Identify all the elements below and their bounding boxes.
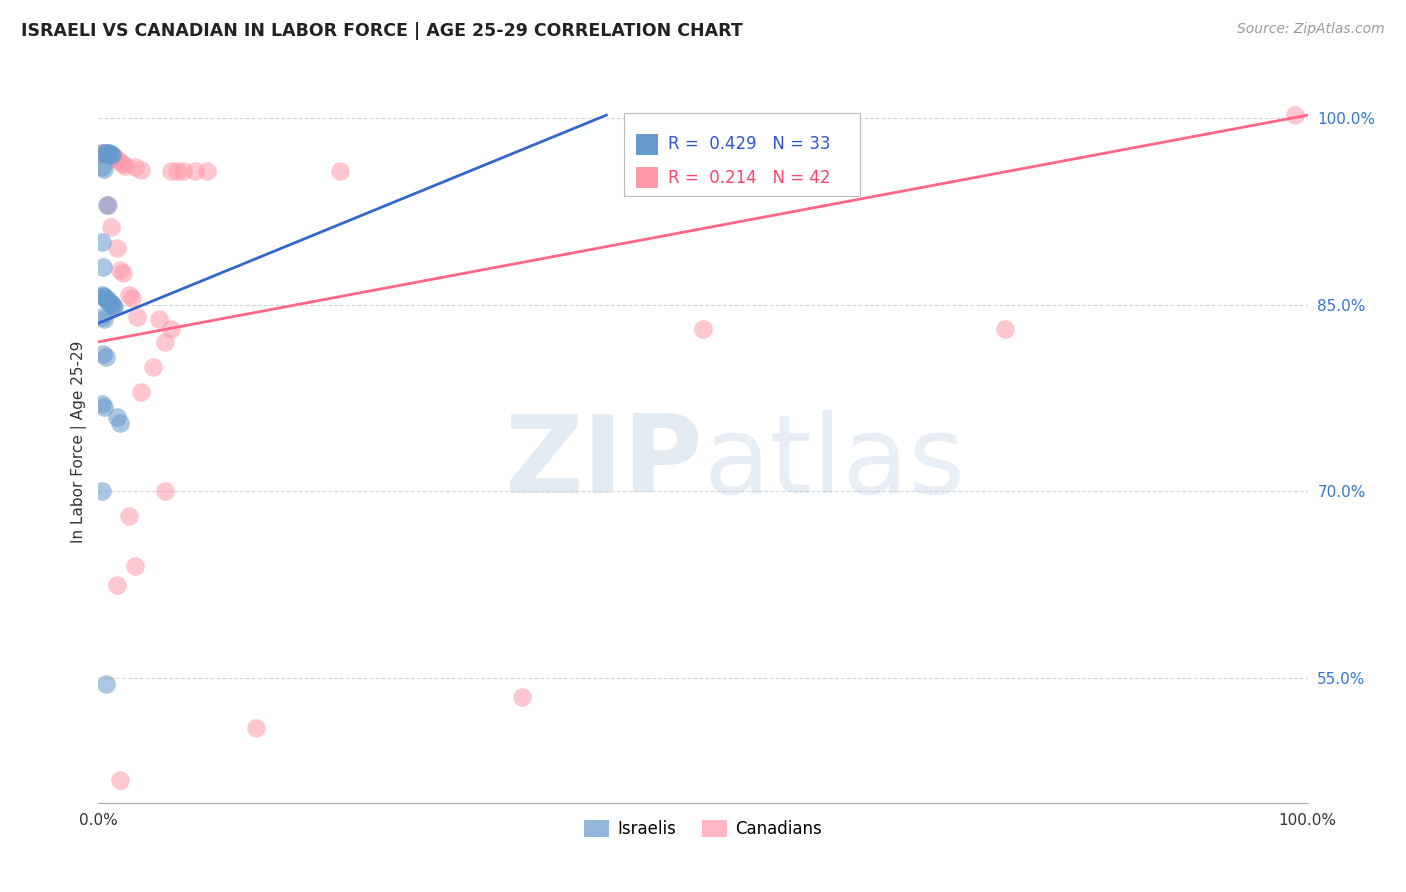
Point: [94, 350, 117, 364]
Point: [93, 400, 115, 414]
Point: [108, 416, 131, 430]
Point: [91, 287, 114, 301]
Point: [108, 773, 131, 788]
Point: [93, 312, 115, 326]
Y-axis label: In Labor Force | Age 25-29: In Labor Force | Age 25-29: [72, 341, 87, 542]
Point: [98, 145, 121, 160]
Point: [100, 146, 122, 161]
Point: [91, 289, 114, 303]
Point: [93, 161, 115, 176]
Point: [96, 198, 118, 212]
Point: [91, 145, 114, 160]
Point: [153, 484, 176, 499]
Point: [91, 161, 114, 175]
Point: [96, 293, 118, 307]
Point: [124, 559, 146, 574]
Point: [97, 146, 120, 161]
Point: [108, 262, 131, 277]
Point: [94, 145, 117, 160]
Bar: [637, 134, 658, 155]
Point: [93, 145, 115, 160]
Point: [111, 157, 134, 171]
Point: [166, 164, 188, 178]
Point: [245, 721, 267, 735]
Point: [100, 296, 122, 310]
Point: [124, 161, 146, 175]
Point: [94, 291, 117, 305]
Point: [96, 146, 118, 161]
Legend: Israelis, Canadians: Israelis, Canadians: [578, 814, 828, 845]
Point: [105, 409, 128, 424]
Point: [97, 145, 120, 160]
Point: [129, 384, 152, 399]
Point: [94, 677, 117, 691]
Point: [107, 153, 129, 167]
Point: [994, 322, 1017, 336]
Point: [1284, 108, 1306, 122]
Point: [91, 397, 114, 411]
Point: [91, 235, 114, 250]
Point: [160, 164, 183, 178]
Point: [103, 300, 125, 314]
Point: [105, 578, 128, 592]
Point: [329, 164, 352, 178]
Text: R =  0.429   N = 33: R = 0.429 N = 33: [668, 136, 831, 153]
Point: [98, 295, 121, 310]
Point: [91, 145, 114, 160]
Point: [100, 297, 122, 311]
FancyBboxPatch shape: [624, 112, 860, 196]
Point: [160, 322, 183, 336]
Point: [172, 164, 194, 178]
Point: [91, 347, 114, 361]
Text: ISRAELI VS CANADIAN IN LABOR FORCE | AGE 25-29 CORRELATION CHART: ISRAELI VS CANADIAN IN LABOR FORCE | AGE…: [21, 22, 742, 40]
Point: [510, 690, 533, 704]
Point: [101, 149, 124, 163]
Point: [195, 164, 218, 178]
Point: [118, 287, 141, 301]
Point: [127, 310, 149, 324]
Point: [153, 334, 176, 349]
Point: [111, 266, 134, 280]
Point: [118, 509, 141, 524]
Point: [148, 312, 170, 326]
Point: [91, 484, 114, 499]
Point: [97, 293, 120, 308]
Point: [692, 322, 714, 336]
Point: [121, 291, 143, 305]
Point: [108, 155, 131, 169]
Point: [105, 242, 128, 256]
Point: [97, 198, 120, 212]
Point: [91, 260, 114, 274]
Point: [100, 148, 122, 162]
Point: [114, 159, 136, 173]
Text: R =  0.214   N = 42: R = 0.214 N = 42: [668, 169, 831, 186]
Point: [104, 151, 127, 165]
Bar: [637, 167, 658, 188]
Point: [142, 359, 165, 374]
Point: [184, 164, 207, 178]
Text: atlas: atlas: [703, 410, 965, 516]
Point: [100, 148, 122, 162]
Point: [91, 310, 114, 324]
Point: [93, 290, 115, 304]
Text: Source: ZipAtlas.com: Source: ZipAtlas.com: [1237, 22, 1385, 37]
Point: [94, 145, 117, 160]
Point: [100, 220, 122, 235]
Text: ZIP: ZIP: [505, 410, 703, 516]
Point: [129, 163, 152, 178]
Point: [101, 299, 124, 313]
